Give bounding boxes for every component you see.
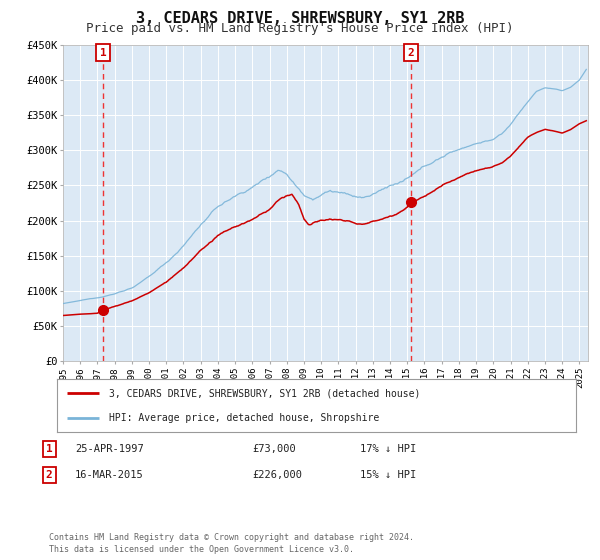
Text: 3, CEDARS DRIVE, SHREWSBURY, SY1 2RB: 3, CEDARS DRIVE, SHREWSBURY, SY1 2RB [136, 11, 464, 26]
Text: HPI: Average price, detached house, Shropshire: HPI: Average price, detached house, Shro… [109, 413, 379, 423]
Text: 1: 1 [100, 48, 106, 58]
Text: 2: 2 [407, 48, 414, 58]
Text: 2: 2 [46, 470, 53, 480]
Text: 16-MAR-2015: 16-MAR-2015 [75, 470, 144, 480]
Text: 25-APR-1997: 25-APR-1997 [75, 444, 144, 454]
Text: Contains HM Land Registry data © Crown copyright and database right 2024.
This d: Contains HM Land Registry data © Crown c… [49, 533, 414, 554]
Text: Price paid vs. HM Land Registry's House Price Index (HPI): Price paid vs. HM Land Registry's House … [86, 22, 514, 35]
Text: 15% ↓ HPI: 15% ↓ HPI [360, 470, 416, 480]
Text: 1: 1 [46, 444, 53, 454]
Text: £73,000: £73,000 [252, 444, 296, 454]
Text: £226,000: £226,000 [252, 470, 302, 480]
Text: 3, CEDARS DRIVE, SHREWSBURY, SY1 2RB (detached house): 3, CEDARS DRIVE, SHREWSBURY, SY1 2RB (de… [109, 389, 420, 399]
Text: 17% ↓ HPI: 17% ↓ HPI [360, 444, 416, 454]
